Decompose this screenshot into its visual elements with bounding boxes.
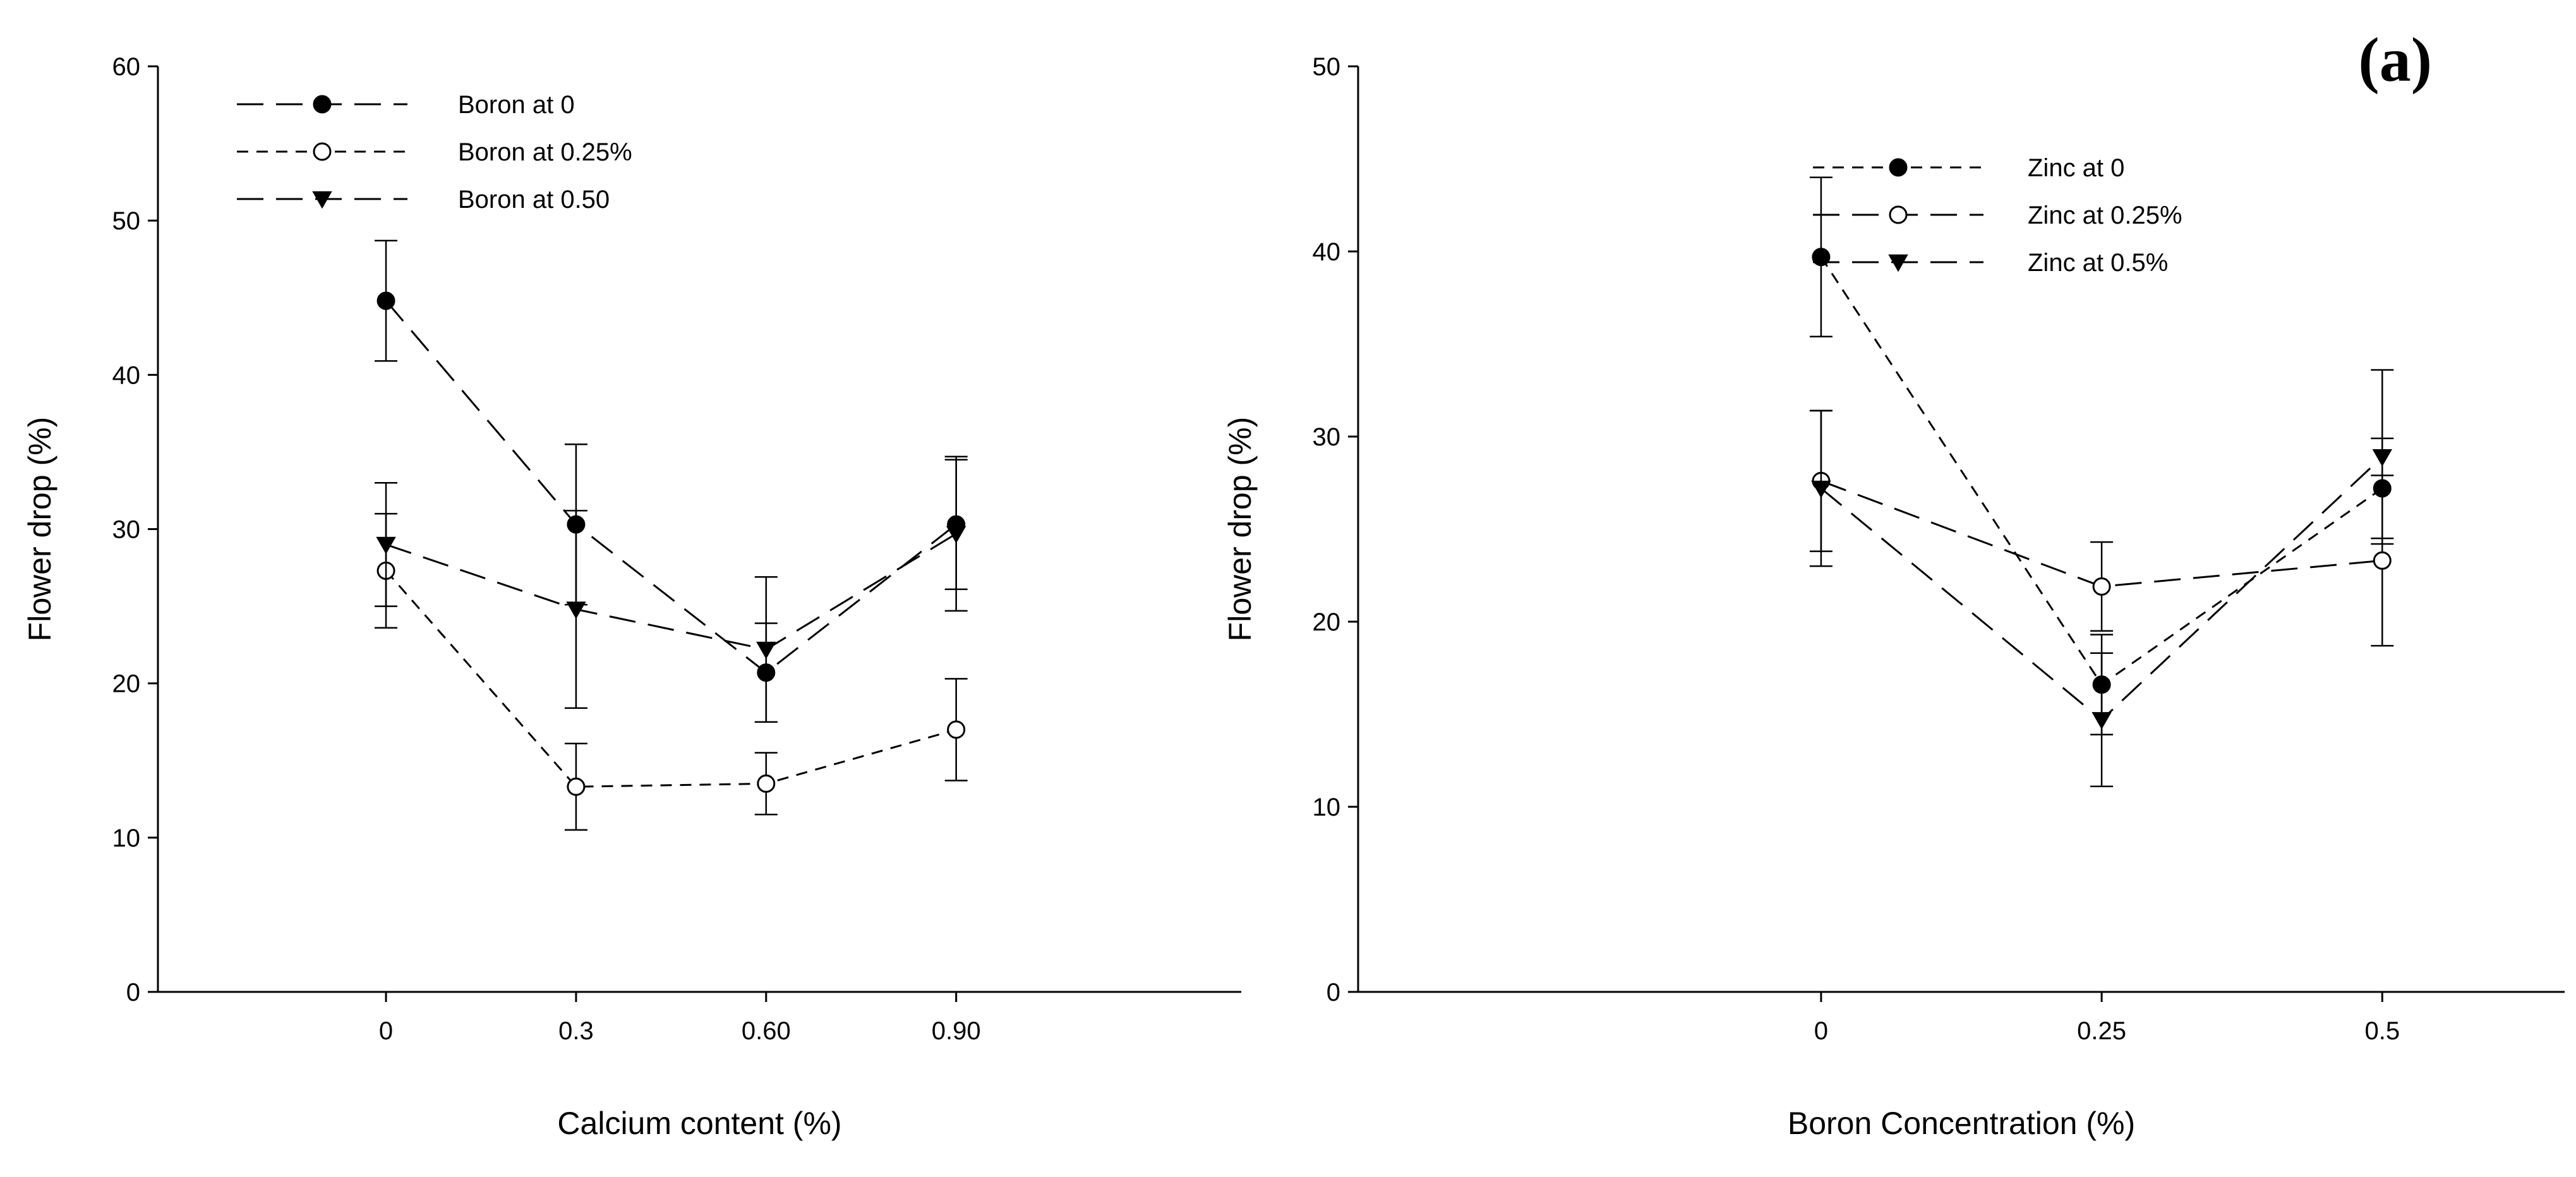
y-tick-label: 10 [112, 824, 141, 852]
chart-2: 0 10 20 30 40 50 0 0.25 0.5 Boron Concentration (… [1222, 53, 2565, 1141]
y-tick-label: 0 [1327, 979, 1340, 1006]
data-point [567, 777, 586, 796]
x-axis-title: Boron Concentration (%) [1788, 1106, 2135, 1141]
y-tick-label: 30 [1313, 423, 1341, 451]
x-tick-label: 0.5 [2364, 1017, 2400, 1045]
data-point [756, 641, 776, 660]
y-tick-label: 0 [126, 979, 140, 1006]
data-point [2092, 577, 2111, 596]
legend-marker [313, 142, 332, 161]
x-tick-label: 0.90 [932, 1017, 981, 1045]
data-point [947, 720, 966, 739]
x-tick-label: 0 [1814, 1017, 1828, 1045]
data-point [2373, 551, 2392, 570]
y-tick-label: 30 [112, 516, 141, 544]
data-point [2091, 712, 2112, 730]
data-point [376, 536, 396, 555]
series-1: Zinc at 0 [1809, 154, 2394, 735]
series-line [385, 533, 957, 651]
legend-label: Boron at 0.25% [458, 138, 632, 166]
y-tick-label: 20 [112, 670, 141, 698]
data-point [566, 601, 586, 619]
series-line [385, 300, 957, 674]
data-point [946, 526, 966, 544]
y-axis-title: Flower drop (%) [1222, 417, 1258, 642]
y-tick-label: 50 [1313, 53, 1341, 81]
legend-marker [313, 95, 332, 114]
legend-label: Zinc at 0 [2028, 154, 2124, 182]
legend-label: Boron at 0 [458, 91, 575, 119]
x-tick-label: 0 [379, 1017, 393, 1045]
y-tick-label: 40 [112, 361, 141, 389]
y-tick-label: 20 [1313, 608, 1341, 636]
data-point [376, 291, 395, 310]
data-point [2372, 449, 2393, 467]
x-axis-title: Calcium content (%) [557, 1106, 841, 1141]
y-tick-label: 50 [112, 207, 141, 235]
legend-marker [1889, 205, 1908, 224]
data-point [757, 774, 776, 793]
series-line [385, 570, 957, 788]
series-2: Boron at 0.25% [237, 138, 968, 831]
legend-marker [1888, 254, 1908, 272]
legend-marker [312, 191, 332, 209]
x-tick-label: 0.25 [2077, 1017, 2126, 1045]
legend-label: Boron at 0.50 [458, 186, 610, 214]
data-point [1811, 480, 1831, 498]
series-3: Zinc at 0.5% [1809, 249, 2394, 788]
legend-label: Zinc at 0.5% [2028, 249, 2168, 277]
chart-1: 0 10 20 30 40 50 60 0 0.3 0.60 0.90 Calcium content… [22, 53, 1241, 1141]
data-point [1812, 248, 1831, 267]
y-tick-label: 40 [1313, 238, 1341, 266]
legend-label: Zinc at 0.25% [2028, 202, 2182, 229]
panel-label: (a) [2358, 25, 2432, 95]
series-3: Boron at 0.50 [237, 186, 968, 723]
y-axis-title: Flower drop (%) [22, 417, 57, 642]
x-tick-label: 0.60 [742, 1017, 791, 1045]
legend-marker [1889, 158, 1908, 177]
x-tick-label: 0.3 [558, 1017, 594, 1045]
y-tick-label: 10 [1313, 794, 1341, 821]
y-tick-label: 60 [112, 53, 141, 81]
